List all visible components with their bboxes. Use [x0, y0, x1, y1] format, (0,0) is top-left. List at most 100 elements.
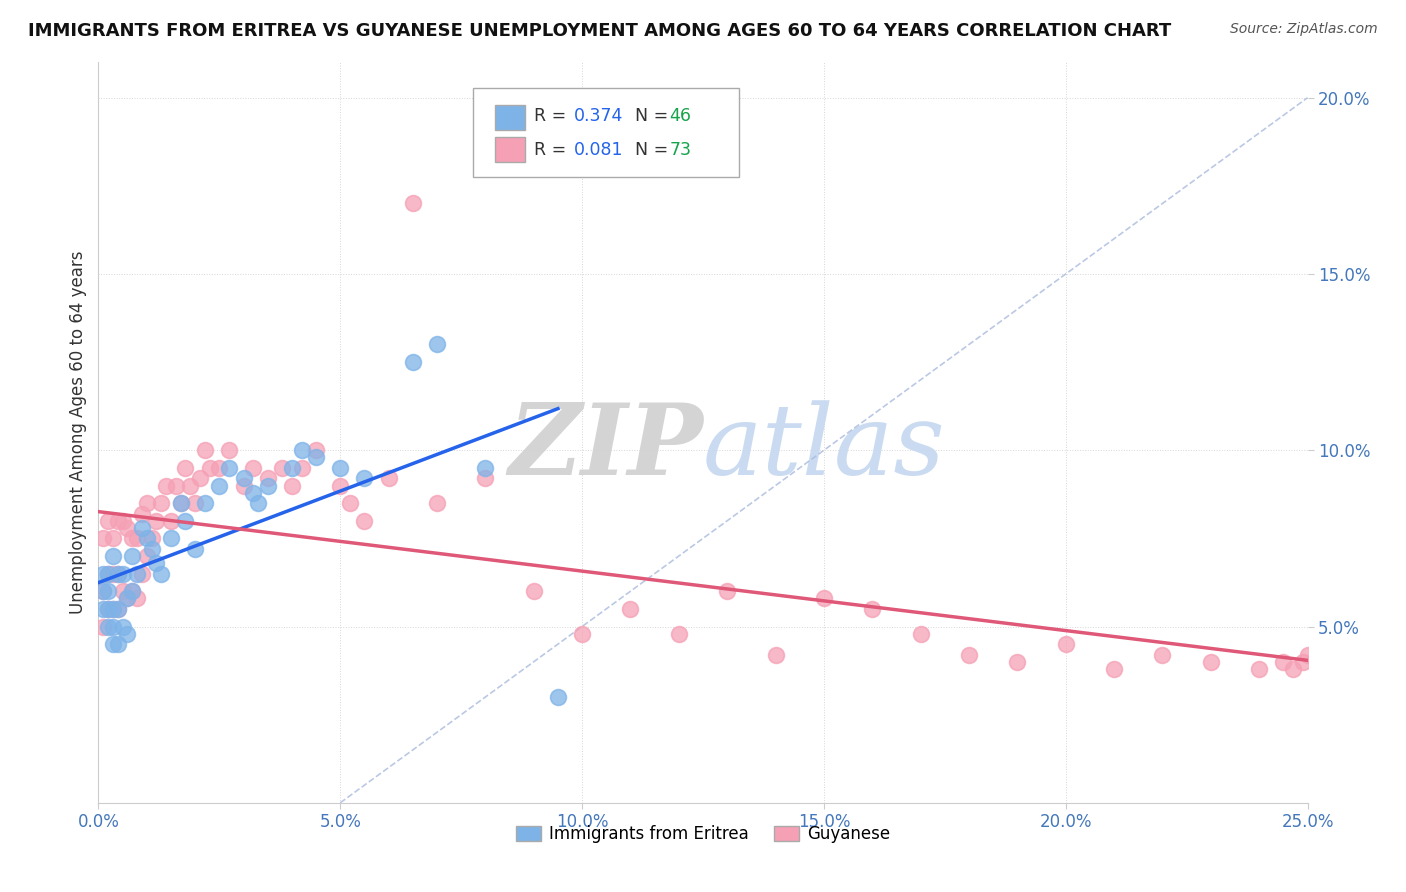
Text: 0.374: 0.374	[574, 107, 623, 125]
Point	[402, 355, 425, 369]
Point	[91, 532, 114, 546]
Point	[91, 619, 114, 633]
FancyBboxPatch shape	[495, 137, 526, 162]
Text: 46: 46	[669, 107, 692, 125]
Point	[91, 602, 114, 616]
Point	[97, 584, 120, 599]
Point	[145, 514, 167, 528]
Text: 73: 73	[669, 141, 692, 159]
Point	[169, 496, 191, 510]
Point	[256, 478, 278, 492]
Point	[242, 461, 264, 475]
Point	[1199, 655, 1222, 669]
Legend: Immigrants from Eritrea, Guyanese: Immigrants from Eritrea, Guyanese	[509, 819, 897, 850]
Point	[107, 637, 129, 651]
Point	[426, 496, 449, 510]
Point	[111, 584, 134, 599]
Point	[141, 541, 163, 556]
Point	[127, 566, 149, 581]
Point	[131, 566, 153, 581]
Point	[150, 566, 173, 581]
Point	[127, 532, 149, 546]
Point	[91, 584, 114, 599]
Point	[131, 521, 153, 535]
Point	[329, 478, 352, 492]
Text: ZIP: ZIP	[508, 400, 703, 496]
Point	[247, 496, 270, 510]
Point	[107, 602, 129, 616]
Point	[111, 514, 134, 528]
Point	[117, 521, 139, 535]
Point	[101, 637, 124, 651]
Point	[377, 471, 399, 485]
Point	[668, 626, 690, 640]
Text: R =: R =	[534, 141, 571, 159]
Point	[290, 461, 312, 475]
Point	[91, 566, 114, 581]
Point	[353, 514, 375, 528]
Point	[111, 566, 134, 581]
Point	[101, 549, 124, 563]
Point	[131, 507, 153, 521]
Point	[107, 514, 129, 528]
FancyBboxPatch shape	[495, 104, 526, 130]
Point	[218, 443, 240, 458]
Text: atlas: atlas	[703, 400, 946, 495]
Point	[160, 532, 183, 546]
Point	[169, 496, 191, 510]
Point	[281, 461, 304, 475]
Point	[117, 591, 139, 606]
Point	[160, 514, 183, 528]
Point	[174, 514, 197, 528]
Point	[474, 461, 496, 475]
Point	[135, 549, 157, 563]
Point	[97, 566, 120, 581]
Point	[860, 602, 883, 616]
Text: N =: N =	[624, 141, 673, 159]
Point	[571, 626, 593, 640]
Point	[813, 591, 835, 606]
Point	[97, 619, 120, 633]
Point	[281, 478, 304, 492]
Point	[107, 566, 129, 581]
Point	[194, 496, 217, 510]
FancyBboxPatch shape	[474, 88, 740, 178]
Point	[121, 584, 143, 599]
Point	[547, 690, 569, 704]
Point	[957, 648, 980, 662]
Point	[121, 549, 143, 563]
Point	[117, 591, 139, 606]
Point	[135, 496, 157, 510]
Point	[716, 584, 738, 599]
Point	[1249, 662, 1271, 676]
Point	[765, 648, 787, 662]
Text: Source: ZipAtlas.com: Source: ZipAtlas.com	[1230, 22, 1378, 37]
Point	[353, 471, 375, 485]
Point	[619, 602, 641, 616]
Y-axis label: Unemployment Among Ages 60 to 64 years: Unemployment Among Ages 60 to 64 years	[69, 251, 87, 615]
Point	[107, 602, 129, 616]
Point	[97, 566, 120, 581]
Point	[101, 532, 124, 546]
Point	[121, 532, 143, 546]
Point	[179, 478, 201, 492]
Point	[1272, 655, 1295, 669]
Point	[1292, 655, 1315, 669]
Point	[305, 443, 328, 458]
Point	[101, 566, 124, 581]
Text: N =: N =	[624, 107, 673, 125]
Text: IMMIGRANTS FROM ERITREA VS GUYANESE UNEMPLOYMENT AMONG AGES 60 TO 64 YEARS CORRE: IMMIGRANTS FROM ERITREA VS GUYANESE UNEM…	[28, 22, 1171, 40]
Point	[339, 496, 361, 510]
Point	[218, 461, 240, 475]
Text: R =: R =	[534, 107, 571, 125]
Point	[141, 532, 163, 546]
Point	[121, 584, 143, 599]
Point	[174, 461, 197, 475]
Text: 0.081: 0.081	[574, 141, 623, 159]
Point	[1102, 662, 1125, 676]
Point	[1054, 637, 1077, 651]
Point	[97, 602, 120, 616]
Point	[101, 602, 124, 616]
Point	[150, 496, 173, 510]
Point	[290, 443, 312, 458]
